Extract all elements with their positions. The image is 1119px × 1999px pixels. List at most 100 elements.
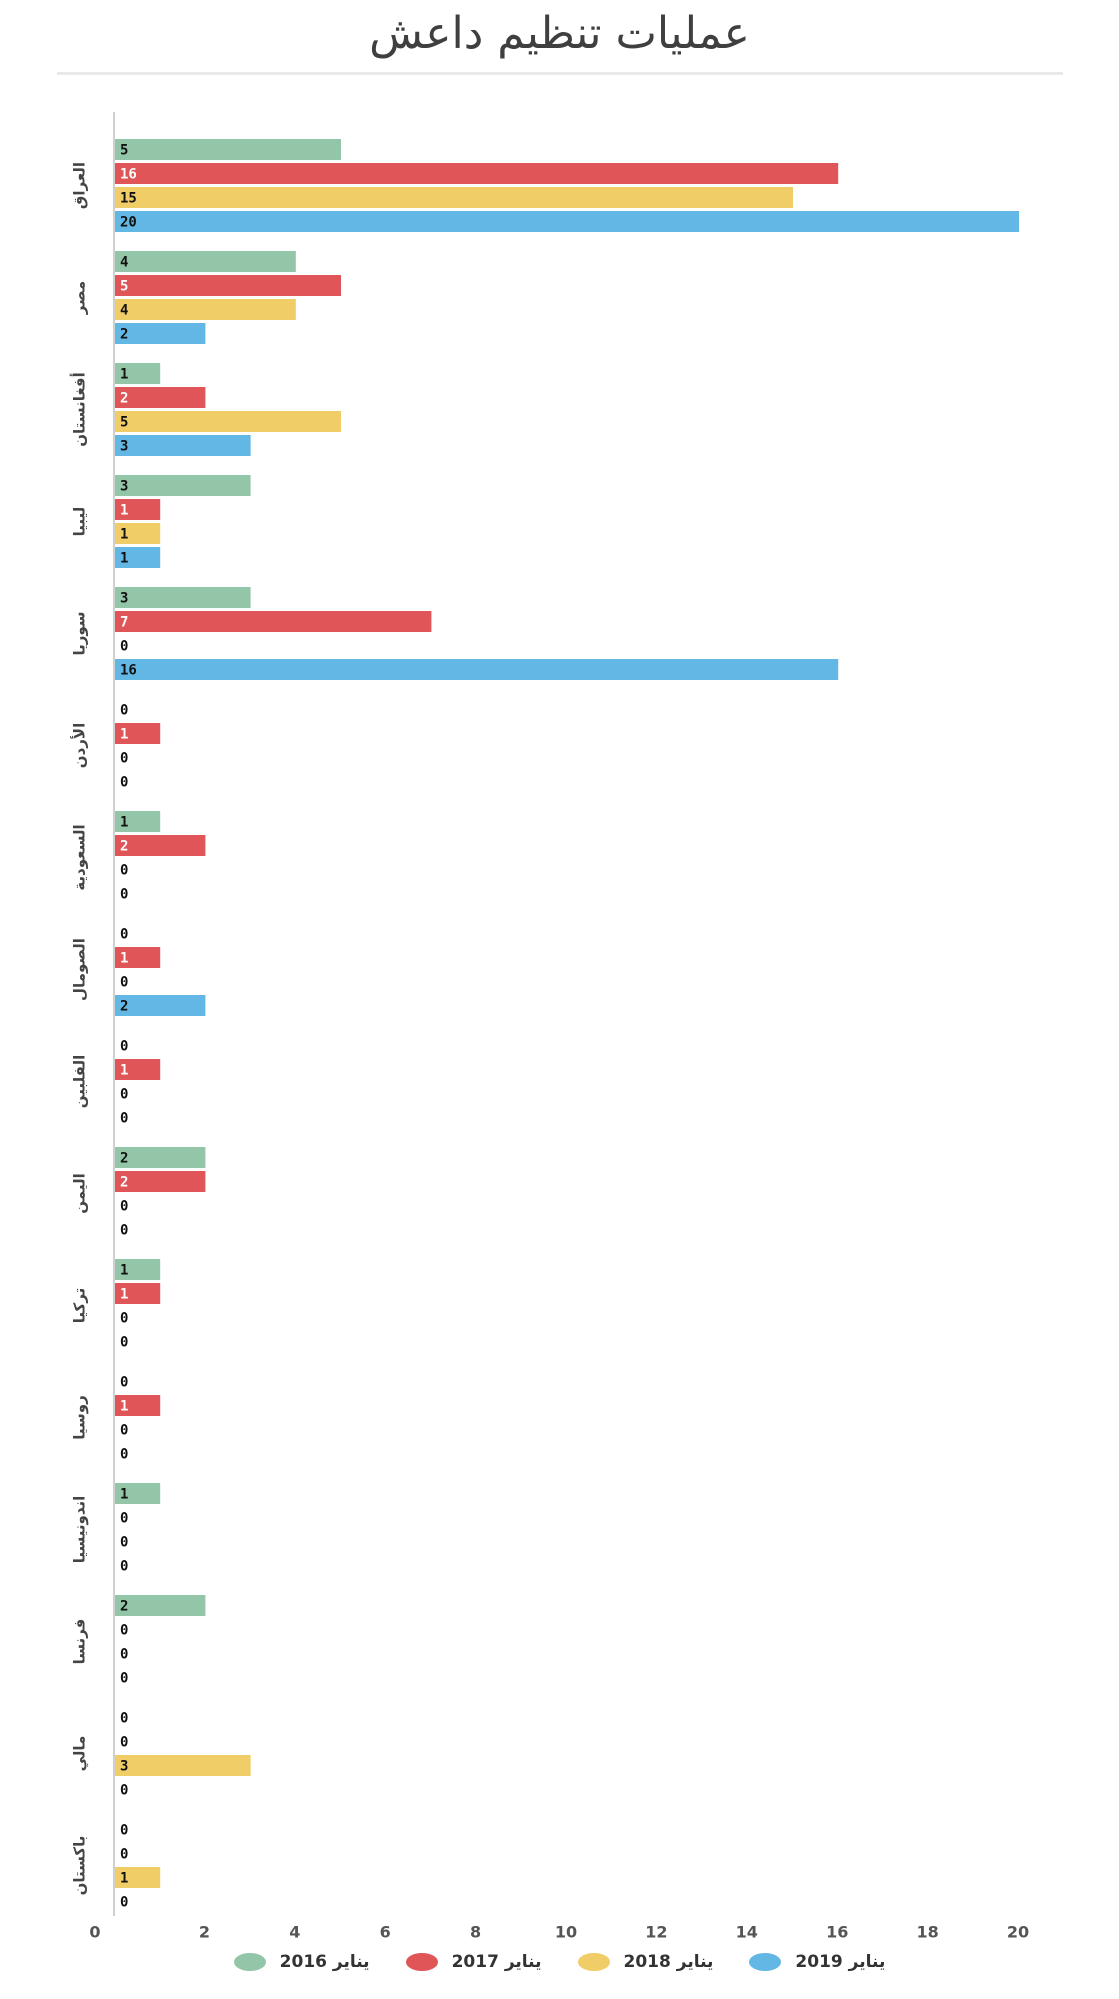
data-label: 2 xyxy=(120,1599,128,1615)
data-label: 1 xyxy=(120,815,128,831)
x-tick-label: 6 xyxy=(380,1923,391,1941)
data-label: 1 xyxy=(120,1399,128,1415)
x-tick-label: 8 xyxy=(470,1923,481,1941)
data-label: 0 xyxy=(120,1311,128,1327)
data-label: 7 xyxy=(120,615,128,631)
data-label: 0 xyxy=(120,639,128,655)
legend-swatch xyxy=(577,1953,610,1971)
data-label: 1 xyxy=(120,1487,128,1503)
x-tick-label: 4 xyxy=(289,1923,300,1941)
bar xyxy=(115,587,251,608)
data-label: 0 xyxy=(120,863,128,879)
data-label: 16 xyxy=(120,167,137,183)
data-label: 20 xyxy=(120,215,137,231)
bar xyxy=(115,995,206,1016)
data-label: 5 xyxy=(120,279,128,295)
data-label: 0 xyxy=(120,1039,128,1055)
data-label: 0 xyxy=(120,1335,128,1351)
data-label: 0 xyxy=(120,1895,128,1911)
x-tick-label: 2 xyxy=(199,1923,210,1941)
data-label: 2 xyxy=(120,1151,128,1167)
data-label: 2 xyxy=(120,327,128,343)
data-label: 0 xyxy=(120,703,128,719)
data-label: 5 xyxy=(120,143,128,159)
data-label: 0 xyxy=(120,1423,128,1439)
data-label: 0 xyxy=(120,1375,128,1391)
legend-label: يناير 2016 xyxy=(279,1952,370,1972)
data-label: 0 xyxy=(120,1111,128,1127)
category-label: الصومال xyxy=(71,938,89,1001)
data-label: 0 xyxy=(120,1087,128,1103)
legend-label: يناير 2017 xyxy=(451,1952,542,1972)
data-label: 3 xyxy=(120,591,128,607)
data-label: 1 xyxy=(120,1263,128,1279)
bar xyxy=(115,299,296,320)
category-label: الأردن xyxy=(71,723,89,768)
data-label: 15 xyxy=(120,191,137,207)
data-label: 0 xyxy=(120,1199,128,1215)
bar xyxy=(115,523,161,544)
bar xyxy=(115,1483,161,1504)
data-label: 0 xyxy=(120,975,128,991)
category-label: مصر xyxy=(71,281,89,315)
data-label: 0 xyxy=(120,1447,128,1463)
bar xyxy=(115,835,206,856)
bar xyxy=(115,211,1019,232)
data-label: 4 xyxy=(120,255,128,271)
bar xyxy=(115,1259,161,1280)
data-label: 1 xyxy=(120,551,128,567)
data-label: 1 xyxy=(120,367,128,383)
data-label: 0 xyxy=(120,1535,128,1551)
data-label: 0 xyxy=(120,1647,128,1663)
x-tick-label: 14 xyxy=(736,1923,758,1941)
category-label: الفلبين xyxy=(71,1055,89,1108)
data-label: 1 xyxy=(120,1287,128,1303)
x-tick-label: 12 xyxy=(645,1923,667,1941)
data-label: 0 xyxy=(120,1735,128,1751)
bar xyxy=(115,251,296,272)
legend-swatch xyxy=(749,1953,782,1971)
legend-item: يناير 2019 xyxy=(749,1952,885,1972)
category-label: باكستان xyxy=(71,1836,89,1896)
bar xyxy=(115,275,341,296)
category-label: ليبيا xyxy=(71,507,89,537)
legend-item: يناير 2018 xyxy=(577,1952,714,1972)
title-divider xyxy=(57,72,1063,75)
bar xyxy=(115,411,341,432)
data-label: 1 xyxy=(120,951,128,967)
bar xyxy=(115,1755,251,1776)
legend-item: يناير 2016 xyxy=(233,1952,370,1972)
data-label: 4 xyxy=(120,303,128,319)
x-tick-label: 18 xyxy=(916,1923,938,1941)
bar xyxy=(115,499,161,520)
data-label: 0 xyxy=(120,1711,128,1727)
data-label: 0 xyxy=(120,775,128,791)
data-label: 0 xyxy=(120,1559,128,1575)
data-label: 1 xyxy=(120,1871,128,1887)
x-tick-label: 16 xyxy=(826,1923,848,1941)
bar xyxy=(115,611,432,632)
bar xyxy=(115,435,251,456)
bar xyxy=(115,387,206,408)
data-label: 0 xyxy=(120,927,128,943)
bar xyxy=(115,811,161,832)
data-label: 1 xyxy=(120,727,128,743)
data-label: 0 xyxy=(120,1623,128,1639)
bar xyxy=(115,659,839,680)
data-label: 1 xyxy=(120,527,128,543)
legend-label: يناير 2019 xyxy=(795,1952,886,1972)
data-label: 16 xyxy=(120,663,137,679)
data-label: 1 xyxy=(120,503,128,519)
category-label: اليمن xyxy=(71,1173,89,1213)
data-label: 0 xyxy=(120,751,128,767)
category-label: مالي xyxy=(71,1736,89,1772)
bar xyxy=(115,163,839,184)
data-label: 3 xyxy=(120,1759,128,1775)
bar xyxy=(115,187,793,208)
bar xyxy=(115,547,161,568)
bar xyxy=(115,1147,206,1168)
bar xyxy=(115,1867,161,1888)
data-label: 0 xyxy=(120,1671,128,1687)
bar xyxy=(115,1171,206,1192)
bar xyxy=(115,323,206,344)
